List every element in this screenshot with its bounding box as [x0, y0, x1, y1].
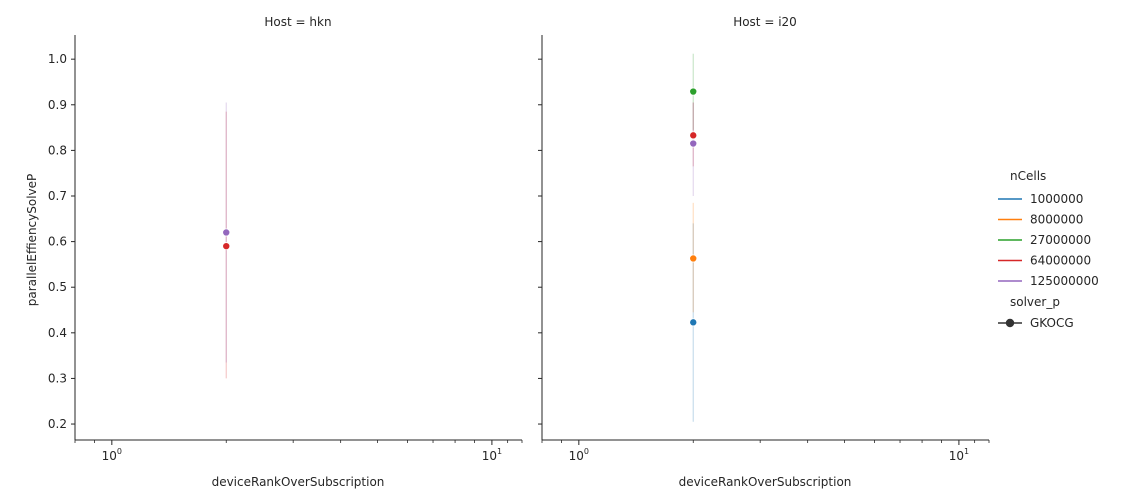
y-tick-label: 0.4: [48, 326, 67, 340]
legend-label-GKOCG: GKOCG: [1030, 316, 1074, 330]
x-tick-label: 100: [102, 447, 122, 463]
panel-marks-hkn: [222, 102, 231, 379]
x-tick-label: 101: [949, 447, 969, 463]
y-tick-label: 1.0: [48, 52, 67, 66]
data-point-64000000: [689, 131, 698, 140]
panel-axes-i20: 100 101: [538, 35, 990, 463]
y-tick-label: 0.6: [48, 235, 67, 249]
legend-title-ncells: nCells: [1010, 169, 1046, 183]
legend-title-solver: solver_p: [1010, 295, 1060, 309]
facet-panel-hkn: Host = hkn 0.2 0.3 0.4 0.5 0.6 0.7 0.8 0.9 1.0 10…: [25, 15, 523, 489]
data-point-125000000: [689, 139, 698, 148]
legend-label-27000000: 27000000: [1030, 233, 1091, 247]
data-point-125000000: [222, 228, 231, 237]
x-axis-label-i20: deviceRankOverSubscription: [679, 475, 852, 489]
x-axis-label-hkn: deviceRankOverSubscription: [212, 475, 385, 489]
x-tick-label: 100: [569, 447, 589, 463]
y-axis-label: parallelEffiencySolveP: [25, 174, 39, 307]
y-tick-label: 0.8: [48, 143, 67, 157]
data-point-64000000: [222, 242, 231, 251]
y-tick-label: 0.9: [48, 98, 67, 112]
legend-label-1000000: 1000000: [1030, 192, 1083, 206]
legend-hue-entries: 1000000 8000000 27000000 64000000 125000000: [998, 192, 1099, 288]
y-tick-label: 0.3: [48, 371, 67, 385]
y-tick-label: 0.5: [48, 280, 67, 294]
legend-label-125000000: 125000000: [1030, 274, 1099, 288]
panel-title-hkn: Host = hkn: [264, 15, 331, 29]
legend-marker-GKOCG: [1005, 318, 1015, 328]
y-tick-label: 0.7: [48, 189, 67, 203]
panel-marks-i20: [689, 53, 698, 422]
facet-panel-i20: Host = i20 100 101 deviceRankOverSubscrip…: [538, 15, 990, 489]
legend-label-8000000: 8000000: [1030, 213, 1083, 227]
panel-title-i20: Host = i20: [733, 15, 797, 29]
x-tick-label: 101: [482, 447, 502, 463]
legend-style-entries: GKOCG: [998, 316, 1074, 330]
data-point-27000000: [689, 87, 698, 96]
data-point-8000000: [689, 254, 698, 263]
y-tick-label: 0.2: [48, 417, 67, 431]
panel-axes-hkn: 0.2 0.3 0.4 0.5 0.6 0.7 0.8 0.9 1.0 100 101: [48, 35, 523, 463]
legend: nCells 1000000 8000000 27000000 64000000 125…: [998, 169, 1099, 330]
legend-label-64000000: 64000000: [1030, 254, 1091, 268]
data-point-1000000: [689, 318, 698, 327]
